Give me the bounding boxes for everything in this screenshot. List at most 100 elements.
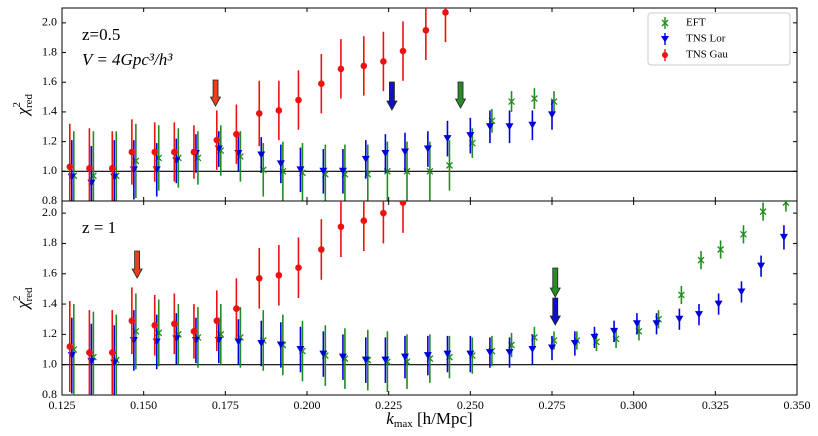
- marker: [759, 208, 767, 216]
- y-tick-label: 2.0: [42, 15, 57, 29]
- plot-frame: [61, 200, 798, 396]
- y-tick-label: 1.6: [42, 74, 57, 88]
- marker: [275, 107, 283, 114]
- marker: [151, 148, 159, 156]
- marker: [295, 96, 302, 104]
- marker: [695, 311, 703, 319]
- marker: [151, 321, 159, 329]
- annotation: z=0.5: [82, 25, 120, 44]
- annotation: z = 1: [82, 218, 116, 237]
- x-tick-label: 0.125: [49, 398, 76, 412]
- marker: [338, 353, 347, 361]
- marker: [108, 165, 116, 172]
- marker: [275, 271, 283, 279]
- y-axis-label: χ2red: [11, 93, 35, 117]
- marker: [675, 315, 684, 323]
- legend-label: EFT: [686, 17, 706, 29]
- marker: [443, 350, 452, 358]
- marker: [361, 155, 370, 163]
- marker: [128, 317, 136, 325]
- marker: [190, 328, 198, 335]
- marker: [319, 350, 328, 358]
- marker: [257, 339, 266, 347]
- marker: [128, 148, 136, 156]
- marker: [337, 65, 345, 73]
- marker: [381, 149, 390, 157]
- marker: [466, 350, 475, 358]
- marker: [255, 110, 263, 117]
- marker: [677, 291, 685, 299]
- y-label-sup: 2: [11, 296, 23, 302]
- y-tick-label: 1.4: [42, 104, 57, 118]
- arrow: [549, 297, 561, 326]
- marker: [442, 9, 449, 16]
- marker: [446, 161, 453, 169]
- x-tick-label: 0.275: [539, 398, 566, 412]
- marker: [590, 333, 599, 341]
- marker: [610, 327, 619, 335]
- y-tick-label: 1.6: [42, 266, 57, 280]
- marker: [505, 349, 514, 357]
- marker: [381, 356, 390, 364]
- marker: [213, 317, 221, 325]
- marker: [318, 80, 325, 88]
- marker: [171, 148, 178, 156]
- marker: [233, 305, 240, 312]
- y-label-sub: red: [23, 287, 35, 302]
- x-tick-label: 0.300: [620, 398, 647, 412]
- marker: [485, 123, 494, 131]
- marker: [528, 346, 537, 354]
- marker: [697, 256, 705, 264]
- x-tick-label: 0.325: [702, 398, 729, 412]
- marker: [66, 163, 74, 171]
- marker: [782, 201, 790, 206]
- y-tick-label: 1.8: [42, 235, 57, 249]
- legend-box: [647, 12, 791, 66]
- marker: [380, 209, 387, 217]
- marker: [508, 98, 515, 105]
- marker: [423, 352, 432, 360]
- marker: [276, 160, 285, 168]
- marker: [757, 262, 766, 270]
- marker: [380, 58, 387, 65]
- y-tick-label: 1.2: [42, 133, 57, 147]
- x-tick-label: 0.175: [212, 398, 239, 412]
- marker: [233, 130, 240, 138]
- annotation: V = 4Gpc³/h³: [82, 50, 173, 69]
- y-tick-label: 1.0: [42, 356, 57, 370]
- legend-label: TNS Gau: [686, 49, 728, 61]
- marker: [66, 343, 74, 350]
- marker: [190, 148, 198, 156]
- x-label-rest: [h/Mpc]: [413, 409, 473, 428]
- marker: [234, 338, 243, 346]
- marker: [485, 349, 494, 357]
- x-tick-label: 0.250: [457, 398, 484, 412]
- marker: [108, 349, 116, 356]
- x-tick-label: 0.150: [130, 398, 157, 412]
- marker: [548, 344, 556, 352]
- y-axis-label: χ2red: [11, 287, 35, 311]
- y-tick-label: 1.4: [42, 296, 57, 310]
- y-label-sub: red: [23, 93, 35, 108]
- marker: [296, 166, 305, 174]
- marker: [714, 300, 723, 308]
- marker: [319, 167, 328, 175]
- marker: [443, 135, 452, 143]
- marker: [632, 320, 641, 328]
- arrow: [454, 81, 467, 109]
- marker: [86, 349, 93, 356]
- y-tick-label: 1.8: [42, 44, 57, 58]
- marker: [528, 121, 537, 129]
- legend-marker: [661, 19, 669, 27]
- marker: [255, 274, 263, 282]
- marker: [86, 165, 93, 172]
- marker: [505, 123, 514, 131]
- plot-area: [66, 8, 558, 201]
- marker: [401, 353, 409, 361]
- legend-label: TNS Lor: [686, 33, 726, 45]
- x-tick-label: 0.200: [294, 398, 321, 412]
- x-label-base: k: [386, 409, 394, 428]
- y-tick-label: 0.8: [42, 193, 57, 207]
- y-tick-label: 1.2: [42, 326, 57, 340]
